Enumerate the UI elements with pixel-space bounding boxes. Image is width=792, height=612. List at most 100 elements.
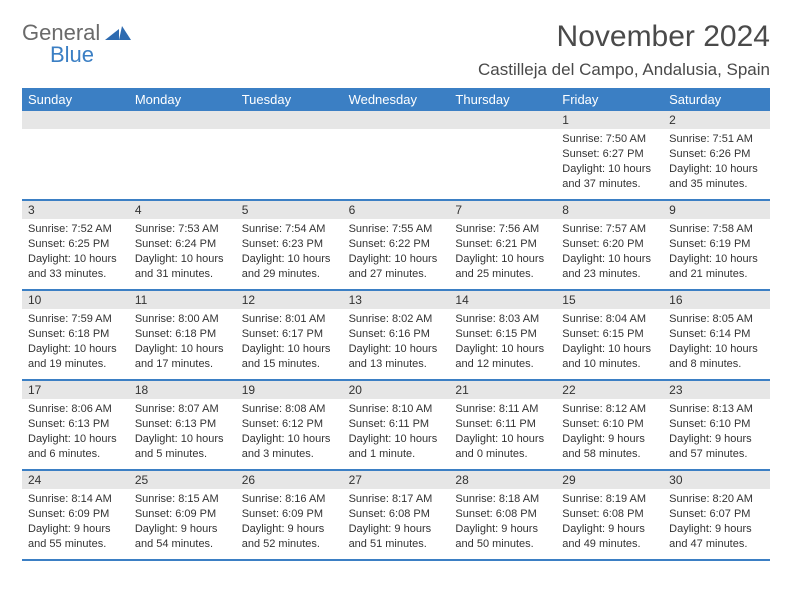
cell-body: Sunrise: 8:16 AMSunset: 6:09 PMDaylight:… <box>236 489 343 557</box>
cell-line-sunrise: Sunrise: 8:03 AM <box>455 312 550 327</box>
calendar-cell <box>343 111 450 199</box>
cell-line-day1: Daylight: 10 hours <box>455 432 550 447</box>
cell-line-day1: Daylight: 10 hours <box>669 252 764 267</box>
cell-line-day2: and 49 minutes. <box>562 537 657 552</box>
cell-line-day1: Daylight: 10 hours <box>242 342 337 357</box>
day-number: 8 <box>556 201 663 219</box>
day-header-wednesday: Wednesday <box>343 88 450 111</box>
cell-line-day1: Daylight: 10 hours <box>242 432 337 447</box>
day-number: 2 <box>663 111 770 129</box>
calendar-cell: 7Sunrise: 7:56 AMSunset: 6:21 PMDaylight… <box>449 201 556 289</box>
cell-body: Sunrise: 8:02 AMSunset: 6:16 PMDaylight:… <box>343 309 450 377</box>
cell-body: Sunrise: 8:03 AMSunset: 6:15 PMDaylight:… <box>449 309 556 377</box>
cell-body: Sunrise: 8:20 AMSunset: 6:07 PMDaylight:… <box>663 489 770 557</box>
day-number: 11 <box>129 291 236 309</box>
cell-line-day2: and 10 minutes. <box>562 357 657 372</box>
cell-body: Sunrise: 7:52 AMSunset: 6:25 PMDaylight:… <box>22 219 129 287</box>
cell-line-sunrise: Sunrise: 7:54 AM <box>242 222 337 237</box>
cell-line-day2: and 50 minutes. <box>455 537 550 552</box>
cell-line-day1: Daylight: 9 hours <box>28 522 123 537</box>
cell-body: Sunrise: 8:17 AMSunset: 6:08 PMDaylight:… <box>343 489 450 557</box>
calendar-cell: 24Sunrise: 8:14 AMSunset: 6:09 PMDayligh… <box>22 471 129 559</box>
cell-line-sunrise: Sunrise: 7:58 AM <box>669 222 764 237</box>
cell-line-day1: Daylight: 10 hours <box>28 432 123 447</box>
cell-line-day1: Daylight: 9 hours <box>242 522 337 537</box>
cell-body: Sunrise: 7:59 AMSunset: 6:18 PMDaylight:… <box>22 309 129 377</box>
day-header-row: Sunday Monday Tuesday Wednesday Thursday… <box>22 88 770 111</box>
calendar-cell: 9Sunrise: 7:58 AMSunset: 6:19 PMDaylight… <box>663 201 770 289</box>
cell-body: Sunrise: 7:58 AMSunset: 6:19 PMDaylight:… <box>663 219 770 287</box>
cell-line-sunset: Sunset: 6:11 PM <box>349 417 444 432</box>
cell-line-day2: and 51 minutes. <box>349 537 444 552</box>
cell-line-day1: Daylight: 9 hours <box>135 522 230 537</box>
cell-line-sunset: Sunset: 6:12 PM <box>242 417 337 432</box>
cell-line-sunset: Sunset: 6:13 PM <box>135 417 230 432</box>
cell-line-sunrise: Sunrise: 8:15 AM <box>135 492 230 507</box>
header: General Blue November 2024 Castilleja de… <box>22 20 770 80</box>
cell-line-day2: and 58 minutes. <box>562 447 657 462</box>
week-row: 24Sunrise: 8:14 AMSunset: 6:09 PMDayligh… <box>22 471 770 561</box>
cell-line-sunrise: Sunrise: 8:04 AM <box>562 312 657 327</box>
cell-line-sunset: Sunset: 6:08 PM <box>455 507 550 522</box>
day-header-monday: Monday <box>129 88 236 111</box>
cell-line-day2: and 29 minutes. <box>242 267 337 282</box>
calendar-page: General Blue November 2024 Castilleja de… <box>0 0 792 581</box>
location-text: Castilleja del Campo, Andalusia, Spain <box>478 60 770 80</box>
calendar-cell: 16Sunrise: 8:05 AMSunset: 6:14 PMDayligh… <box>663 291 770 379</box>
calendar-cell: 2Sunrise: 7:51 AMSunset: 6:26 PMDaylight… <box>663 111 770 199</box>
cell-body: Sunrise: 8:08 AMSunset: 6:12 PMDaylight:… <box>236 399 343 467</box>
calendar-cell: 23Sunrise: 8:13 AMSunset: 6:10 PMDayligh… <box>663 381 770 469</box>
cell-line-day1: Daylight: 10 hours <box>242 252 337 267</box>
day-number: 12 <box>236 291 343 309</box>
calendar-grid: Sunday Monday Tuesday Wednesday Thursday… <box>22 88 770 561</box>
cell-line-day1: Daylight: 10 hours <box>135 432 230 447</box>
cell-line-day2: and 21 minutes. <box>669 267 764 282</box>
day-number <box>343 111 450 129</box>
day-number: 23 <box>663 381 770 399</box>
day-number: 15 <box>556 291 663 309</box>
calendar-cell: 22Sunrise: 8:12 AMSunset: 6:10 PMDayligh… <box>556 381 663 469</box>
cell-line-day2: and 57 minutes. <box>669 447 764 462</box>
day-number: 27 <box>343 471 450 489</box>
cell-line-sunset: Sunset: 6:19 PM <box>669 237 764 252</box>
day-number: 5 <box>236 201 343 219</box>
cell-line-day2: and 37 minutes. <box>562 177 657 192</box>
cell-line-day1: Daylight: 10 hours <box>28 342 123 357</box>
calendar-cell: 5Sunrise: 7:54 AMSunset: 6:23 PMDaylight… <box>236 201 343 289</box>
cell-line-sunset: Sunset: 6:16 PM <box>349 327 444 342</box>
calendar-cell: 26Sunrise: 8:16 AMSunset: 6:09 PMDayligh… <box>236 471 343 559</box>
cell-line-sunrise: Sunrise: 8:00 AM <box>135 312 230 327</box>
cell-line-sunrise: Sunrise: 8:01 AM <box>242 312 337 327</box>
cell-line-sunrise: Sunrise: 8:14 AM <box>28 492 123 507</box>
cell-line-sunset: Sunset: 6:25 PM <box>28 237 123 252</box>
cell-body: Sunrise: 8:00 AMSunset: 6:18 PMDaylight:… <box>129 309 236 377</box>
cell-line-day1: Daylight: 10 hours <box>28 252 123 267</box>
cell-line-sunrise: Sunrise: 7:57 AM <box>562 222 657 237</box>
cell-body: Sunrise: 8:13 AMSunset: 6:10 PMDaylight:… <box>663 399 770 467</box>
calendar-cell: 28Sunrise: 8:18 AMSunset: 6:08 PMDayligh… <box>449 471 556 559</box>
cell-line-sunset: Sunset: 6:10 PM <box>562 417 657 432</box>
cell-line-day1: Daylight: 10 hours <box>349 432 444 447</box>
cell-line-sunset: Sunset: 6:09 PM <box>242 507 337 522</box>
cell-line-day2: and 5 minutes. <box>135 447 230 462</box>
calendar-cell: 6Sunrise: 7:55 AMSunset: 6:22 PMDaylight… <box>343 201 450 289</box>
cell-line-day2: and 13 minutes. <box>349 357 444 372</box>
day-number <box>449 111 556 129</box>
cell-line-day1: Daylight: 10 hours <box>562 252 657 267</box>
day-header-tuesday: Tuesday <box>236 88 343 111</box>
cell-line-sunrise: Sunrise: 8:10 AM <box>349 402 444 417</box>
day-number: 29 <box>556 471 663 489</box>
day-header-friday: Friday <box>556 88 663 111</box>
day-number: 7 <box>449 201 556 219</box>
title-block: November 2024 Castilleja del Campo, Anda… <box>478 20 770 80</box>
cell-line-day1: Daylight: 9 hours <box>669 432 764 447</box>
cell-body: Sunrise: 8:14 AMSunset: 6:09 PMDaylight:… <box>22 489 129 557</box>
day-number: 24 <box>22 471 129 489</box>
calendar-cell <box>22 111 129 199</box>
cell-body: Sunrise: 8:19 AMSunset: 6:08 PMDaylight:… <box>556 489 663 557</box>
cell-line-sunset: Sunset: 6:10 PM <box>669 417 764 432</box>
cell-line-day2: and 6 minutes. <box>28 447 123 462</box>
cell-body: Sunrise: 8:06 AMSunset: 6:13 PMDaylight:… <box>22 399 129 467</box>
day-header-saturday: Saturday <box>663 88 770 111</box>
calendar-cell: 18Sunrise: 8:07 AMSunset: 6:13 PMDayligh… <box>129 381 236 469</box>
